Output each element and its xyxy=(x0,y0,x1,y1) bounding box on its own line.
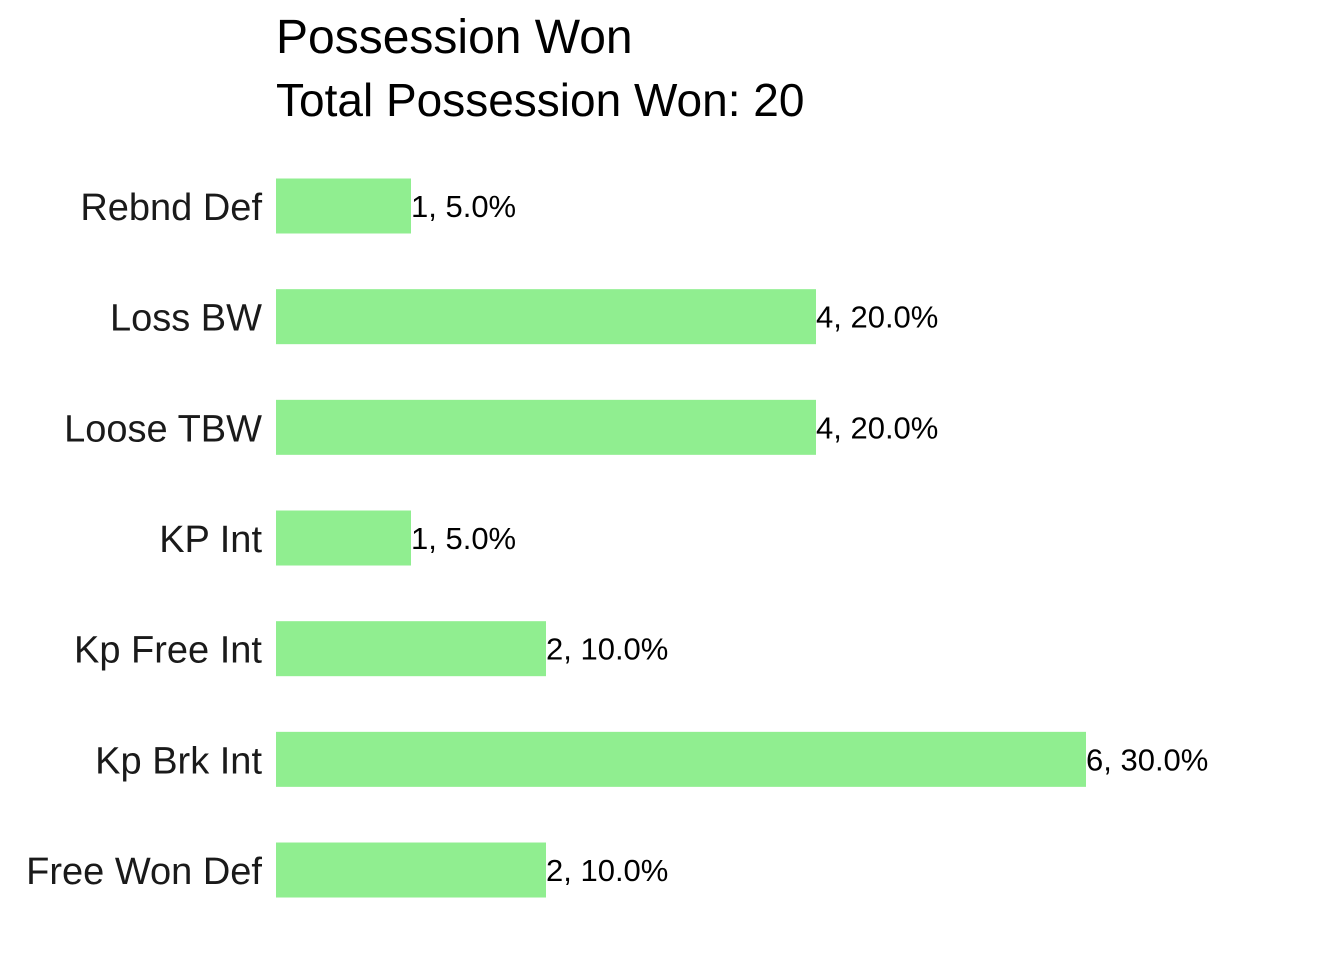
data-label: 1, 5.0% xyxy=(411,521,516,556)
category-label: Free Won Def xyxy=(26,851,262,893)
category-label: Loss BW xyxy=(110,298,262,340)
bar-kp-brk-int xyxy=(276,731,1086,787)
category-labels-group: Rebnd Def Loss BW Loose TBW KP Int Kp Free I… xyxy=(26,187,262,893)
data-label: 2, 10.0% xyxy=(546,632,668,667)
bar-kp-int xyxy=(276,510,411,566)
bar-loose-tbw xyxy=(276,399,816,455)
bar-loss-bw xyxy=(276,289,816,345)
chart-subtitle: Total Possession Won: 20 xyxy=(276,74,804,126)
bar-rebnd-def xyxy=(276,178,411,234)
data-label: 6, 30.0% xyxy=(1086,742,1208,777)
data-labels-group: 1, 5.0% 4, 20.0% 4, 20.0% 1, 5.0% 2, 10.0% 6,… xyxy=(411,189,1208,888)
category-label: Loose TBW xyxy=(64,408,262,450)
data-label: 2, 10.0% xyxy=(546,853,668,888)
bars-group xyxy=(276,178,1086,898)
bar-kp-free-int xyxy=(276,621,546,677)
category-label: Kp Brk Int xyxy=(95,740,262,782)
chart-title: Possession Won xyxy=(276,11,633,64)
category-label: Kp Free Int xyxy=(74,630,262,672)
category-label: Rebnd Def xyxy=(80,187,262,229)
data-label: 1, 5.0% xyxy=(411,189,516,224)
category-label: KP Int xyxy=(159,519,262,561)
data-label: 4, 20.0% xyxy=(816,300,938,335)
bar-free-won-def xyxy=(276,842,546,898)
data-label: 4, 20.0% xyxy=(816,410,938,445)
